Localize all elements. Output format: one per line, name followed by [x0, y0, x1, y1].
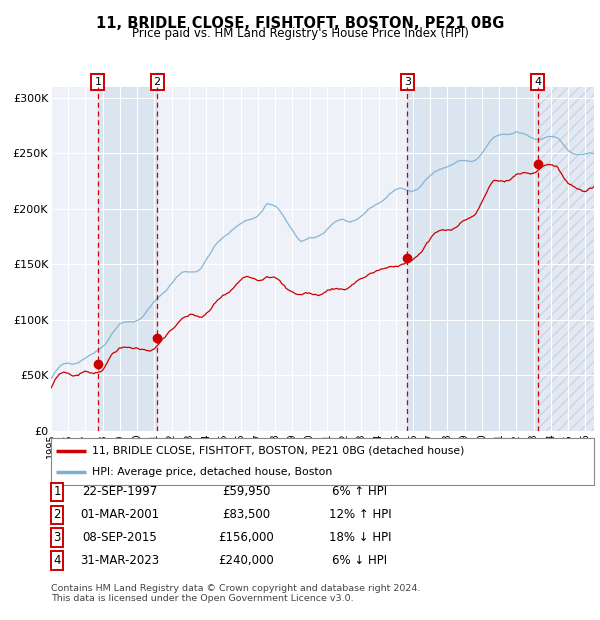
Text: £240,000: £240,000 — [218, 554, 274, 567]
Text: 1: 1 — [94, 77, 101, 87]
Text: HPI: Average price, detached house, Boston: HPI: Average price, detached house, Bost… — [92, 467, 332, 477]
Text: £156,000: £156,000 — [218, 531, 274, 544]
Bar — [98, 87, 157, 431]
Text: 18% ↓ HPI: 18% ↓ HPI — [329, 531, 391, 544]
Text: 4: 4 — [534, 77, 541, 87]
Text: £59,950: £59,950 — [222, 485, 270, 498]
Text: 3: 3 — [53, 531, 61, 544]
Bar — [407, 87, 538, 431]
Text: Contains HM Land Registry data © Crown copyright and database right 2024.
This d: Contains HM Land Registry data © Crown c… — [51, 584, 421, 603]
Text: 08-SEP-2015: 08-SEP-2015 — [83, 531, 157, 544]
Text: 12% ↑ HPI: 12% ↑ HPI — [329, 508, 391, 521]
Bar — [538, 87, 594, 431]
Text: 1: 1 — [53, 485, 61, 498]
Text: 3: 3 — [404, 77, 411, 87]
Text: 6% ↓ HPI: 6% ↓ HPI — [332, 554, 388, 567]
Text: 11, BRIDLE CLOSE, FISHTOFT, BOSTON, PE21 0BG: 11, BRIDLE CLOSE, FISHTOFT, BOSTON, PE21… — [96, 16, 504, 30]
Text: 4: 4 — [53, 554, 61, 567]
Text: 31-MAR-2023: 31-MAR-2023 — [80, 554, 160, 567]
Text: 01-MAR-2001: 01-MAR-2001 — [80, 508, 160, 521]
Text: Price paid vs. HM Land Registry's House Price Index (HPI): Price paid vs. HM Land Registry's House … — [131, 27, 469, 40]
Text: 6% ↑ HPI: 6% ↑ HPI — [332, 485, 388, 498]
Text: 2: 2 — [154, 77, 161, 87]
Text: 11, BRIDLE CLOSE, FISHTOFT, BOSTON, PE21 0BG (detached house): 11, BRIDLE CLOSE, FISHTOFT, BOSTON, PE21… — [92, 446, 464, 456]
Text: 2: 2 — [53, 508, 61, 521]
Text: £83,500: £83,500 — [222, 508, 270, 521]
Text: 22-SEP-1997: 22-SEP-1997 — [82, 485, 158, 498]
